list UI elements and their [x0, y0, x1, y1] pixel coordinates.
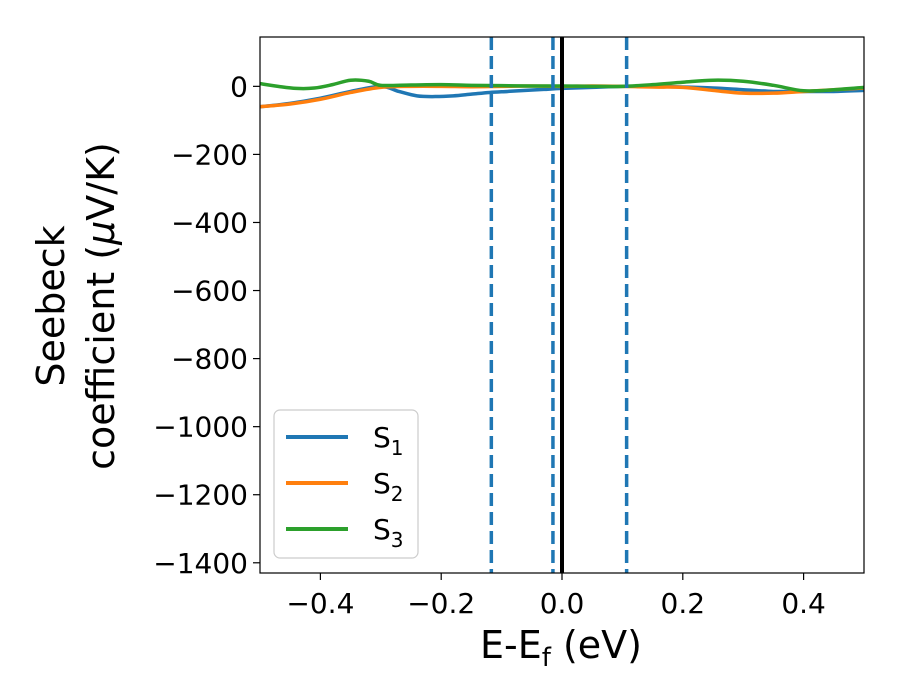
x-axis: −0.4 −0.2 0.0 0.2 0.4 [286, 573, 826, 620]
x-tick-label: 0.4 [781, 587, 826, 620]
legend-item-s1: S1 [286, 421, 404, 460]
y-tick-label: −800 [171, 343, 248, 376]
legend-label: S2 [373, 467, 404, 506]
y-axis: 0 −200 −400 −600 −800 −1000 −1200 −1400 [153, 70, 260, 580]
y-axis-label-line1: Seebeck [29, 225, 73, 386]
y-tick-label: −1400 [153, 547, 248, 580]
y-tick-label: −600 [171, 275, 248, 308]
y-axis-label-line2: coefficient (μV/K) [79, 142, 123, 470]
legend-label: S1 [373, 421, 404, 460]
x-tick-label: 0.0 [540, 587, 585, 620]
plot-content [260, 37, 864, 573]
x-axis-label: E-Ef (eV) [480, 623, 642, 673]
legend-item-s2: S2 [286, 467, 404, 506]
y-tick-label: −200 [171, 138, 248, 171]
y-tick-label: −1200 [153, 479, 248, 512]
x-tick-label: −0.2 [407, 587, 475, 620]
x-tick-label: 0.2 [661, 587, 706, 620]
y-tick-label: −400 [171, 206, 248, 239]
series-line-s3 [260, 78, 864, 93]
x-tick-label: −0.4 [286, 587, 354, 620]
legend-label: S3 [373, 513, 404, 552]
y-axis-label: Seebeck coefficient (μV/K) [29, 142, 123, 470]
legend-item-s3: S3 [286, 513, 404, 552]
legend: S1 S2 S3 [273, 409, 419, 559]
y-tick-label: −1000 [153, 411, 248, 444]
y-tick-label: 0 [230, 70, 248, 103]
